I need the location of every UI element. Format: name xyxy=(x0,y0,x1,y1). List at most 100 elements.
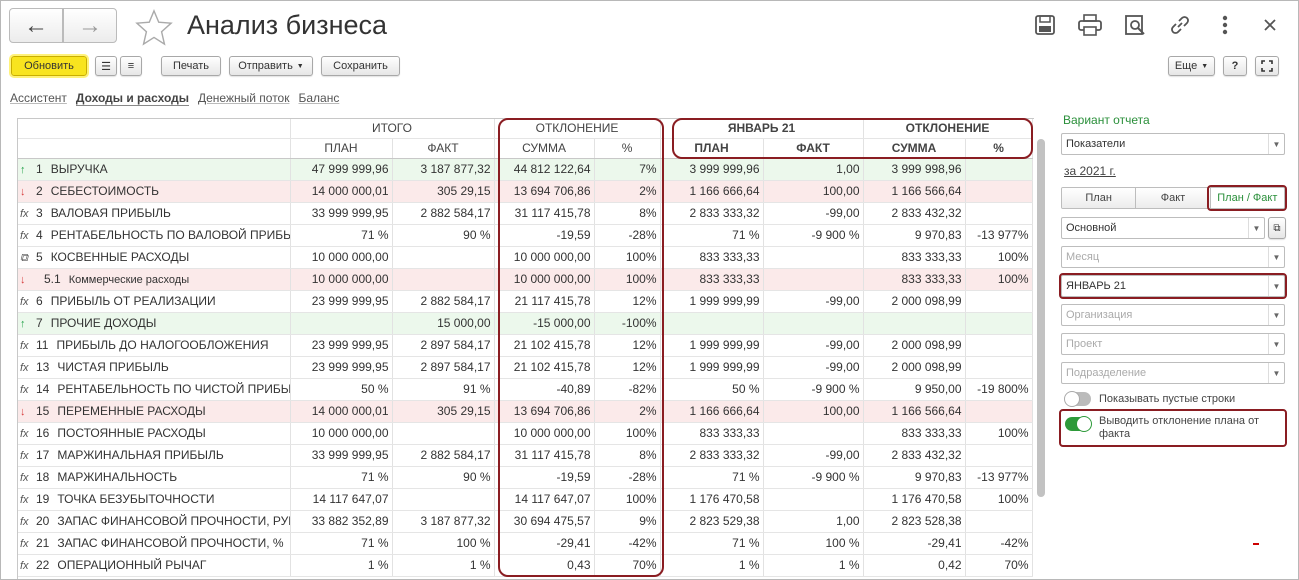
value-cell[interactable]: 1 176 470,58 xyxy=(660,488,764,511)
period-link[interactable]: за 2021 г. xyxy=(1064,164,1116,178)
value-cell[interactable]: 1,00 xyxy=(763,158,864,181)
value-cell[interactable] xyxy=(965,356,1033,379)
value-cell[interactable]: 833 333,33 xyxy=(660,268,764,291)
value-cell[interactable]: -42% xyxy=(594,532,661,555)
table-row[interactable]: fx 6 ПРИБЫЛЬ ОТ РЕАЛИЗАЦИИ 23 999 999,95 2 8… xyxy=(18,290,1033,313)
value-cell[interactable]: 15 000,00 xyxy=(392,312,495,335)
value-cell[interactable]: 2 897 584,17 xyxy=(392,356,495,379)
value-cell[interactable]: 100% xyxy=(594,488,661,511)
tab-income-expenses[interactable]: Доходы и расходы xyxy=(75,91,189,106)
value-cell[interactable]: 1 % xyxy=(763,554,864,577)
table-row[interactable]: fx 16 ПОСТОЯННЫЕ РАСХОДЫ 10 000 000,00 10 00… xyxy=(18,422,1033,445)
value-cell[interactable]: 100% xyxy=(965,268,1033,291)
value-cell[interactable]: 1 % xyxy=(392,554,495,577)
value-cell[interactable]: 2 882 584,17 xyxy=(392,202,495,225)
table-row[interactable]: ↑ 7 ПРОЧИЕ ДОХОДЫ 15 000,00 -15 000,00 -100% xyxy=(18,312,1033,335)
month-select[interactable]: Месяц ▼ xyxy=(1061,246,1285,268)
value-cell[interactable]: 100 % xyxy=(763,532,864,555)
value-cell[interactable]: 14 000 000,01 xyxy=(290,400,393,423)
department-select[interactable]: Подразделение ▼ xyxy=(1061,362,1285,384)
value-cell[interactable]: 10 000 000,00 xyxy=(494,268,595,291)
value-cell[interactable]: 90 % xyxy=(392,466,495,489)
value-cell[interactable]: 12% xyxy=(594,356,661,379)
table-row[interactable]: fx 11 ПРИБЫЛЬ ДО НАЛОГООБЛОЖЕНИЯ 23 999 999… xyxy=(18,334,1033,357)
value-cell[interactable]: -13 977% xyxy=(965,224,1033,247)
value-cell[interactable]: -28% xyxy=(594,224,661,247)
value-cell[interactable]: 833 333,33 xyxy=(863,268,966,291)
basis-select[interactable]: Основной ▼ xyxy=(1061,217,1265,239)
value-cell[interactable] xyxy=(290,312,393,335)
value-cell[interactable]: -42% xyxy=(965,532,1033,555)
value-cell[interactable]: 9% xyxy=(594,510,661,533)
value-cell[interactable]: 13 694 706,86 xyxy=(494,400,595,423)
value-cell[interactable] xyxy=(763,268,864,291)
value-cell[interactable]: 100% xyxy=(594,268,661,291)
value-cell[interactable]: 13 694 706,86 xyxy=(494,180,595,203)
value-cell[interactable]: 21 102 415,78 xyxy=(494,356,595,379)
table-row[interactable]: fx 20 ЗАПАС ФИНАНСОВОЙ ПРОЧНОСТИ, РУБ. 33 8… xyxy=(18,510,1033,533)
organization-select[interactable]: Организация ▼ xyxy=(1061,304,1285,326)
link-icon[interactable] xyxy=(1164,11,1196,39)
value-cell[interactable]: 0,42 xyxy=(863,554,966,577)
value-cell[interactable] xyxy=(863,312,966,335)
value-cell[interactable]: 71 % xyxy=(290,532,393,555)
value-cell[interactable]: 3 187 877,32 xyxy=(392,158,495,181)
value-cell[interactable]: -19,59 xyxy=(494,466,595,489)
value-cell[interactable]: 23 999 999,95 xyxy=(290,334,393,357)
value-cell[interactable]: 8% xyxy=(594,202,661,225)
table-row[interactable]: fx 4 РЕНТАБЕЛЬНОСТЬ ПО ВАЛОВОЙ ПРИБЫЛИ 71 %… xyxy=(18,224,1033,247)
value-cell[interactable]: 3 999 998,96 xyxy=(863,158,966,181)
value-cell[interactable] xyxy=(392,422,495,445)
value-cell[interactable]: 47 999 999,96 xyxy=(290,158,393,181)
value-cell[interactable]: 833 333,33 xyxy=(660,246,764,269)
table-row[interactable]: fx 14 РЕНТАБЕЛЬНОСТЬ ПО ЧИСТОЙ ПРИБЫЛИ 50 %… xyxy=(18,378,1033,401)
value-cell[interactable]: 33 882 352,89 xyxy=(290,510,393,533)
value-cell[interactable]: 100 % xyxy=(392,532,495,555)
value-cell[interactable]: 9 970,83 xyxy=(863,466,966,489)
value-cell[interactable]: 14 117 647,07 xyxy=(494,488,595,511)
value-cell[interactable]: 0,43 xyxy=(494,554,595,577)
preview-icon[interactable] xyxy=(1119,11,1151,39)
value-cell[interactable]: 1 % xyxy=(660,554,764,577)
value-cell[interactable] xyxy=(763,488,864,511)
table-row[interactable]: ↓ 2 СЕБЕСТОИМОСТЬ 14 000 000,01 305 29,15 13 … xyxy=(18,180,1033,203)
value-cell[interactable]: -99,00 xyxy=(763,202,864,225)
value-cell[interactable]: 23 999 999,95 xyxy=(290,356,393,379)
print-icon[interactable] xyxy=(1074,11,1106,39)
value-cell[interactable]: 71 % xyxy=(660,532,764,555)
value-cell[interactable]: 100% xyxy=(965,422,1033,445)
value-cell[interactable]: 2 000 098,99 xyxy=(863,290,966,313)
table-row[interactable]: fx 18 МАРЖИНАЛЬНОСТЬ 71 % 90 % -19,59 -28% 71 %… xyxy=(18,466,1033,489)
toggle-switch[interactable] xyxy=(1065,416,1092,432)
value-cell[interactable] xyxy=(965,510,1033,533)
value-cell[interactable]: 1 176 470,58 xyxy=(863,488,966,511)
value-cell[interactable] xyxy=(965,290,1033,313)
value-cell[interactable]: 7% xyxy=(594,158,661,181)
value-cell[interactable]: 1 166 566,64 xyxy=(863,180,966,203)
value-cell[interactable]: 2 000 098,99 xyxy=(863,334,966,357)
value-cell[interactable]: 1 999 999,99 xyxy=(660,356,764,379)
value-cell[interactable]: 10 000 000,00 xyxy=(290,246,393,269)
value-cell[interactable]: -82% xyxy=(594,378,661,401)
value-cell[interactable]: 2% xyxy=(594,180,661,203)
table-row[interactable]: ↓ 15 ПЕРЕМЕННЫЕ РАСХОДЫ 14 000 000,01 305 29… xyxy=(18,400,1033,423)
table-row[interactable]: fx 13 ЧИСТАЯ ПРИБЫЛЬ 23 999 999,95 2 897 584… xyxy=(18,356,1033,379)
close-icon[interactable] xyxy=(1254,11,1286,39)
value-cell[interactable]: -99,00 xyxy=(763,444,864,467)
table-row[interactable]: ↑ 1 ВЫРУЧКА 47 999 999,96 3 187 877,32 44 812… xyxy=(18,158,1033,181)
value-cell[interactable] xyxy=(965,202,1033,225)
table-row[interactable]: fx 3 ВАЛОВАЯ ПРИБЫЛЬ 33 999 999,95 2 882 584… xyxy=(18,202,1033,225)
value-cell[interactable]: 71 % xyxy=(290,466,393,489)
value-cell[interactable]: 10 000 000,00 xyxy=(290,422,393,445)
value-cell[interactable]: 2 833 432,32 xyxy=(863,202,966,225)
value-cell[interactable]: 2 897 584,17 xyxy=(392,334,495,357)
value-cell[interactable]: 12% xyxy=(594,290,661,313)
mode-fact[interactable]: Факт xyxy=(1136,188,1211,208)
back-button[interactable]: ← xyxy=(9,8,63,43)
value-cell[interactable]: 70% xyxy=(965,554,1033,577)
value-cell[interactable]: 8% xyxy=(594,444,661,467)
favorite-star-icon[interactable] xyxy=(135,8,173,46)
project-select[interactable]: Проект ▼ xyxy=(1061,333,1285,355)
value-cell[interactable]: 1 166 666,64 xyxy=(660,400,764,423)
value-cell[interactable]: -15 000,00 xyxy=(494,312,595,335)
